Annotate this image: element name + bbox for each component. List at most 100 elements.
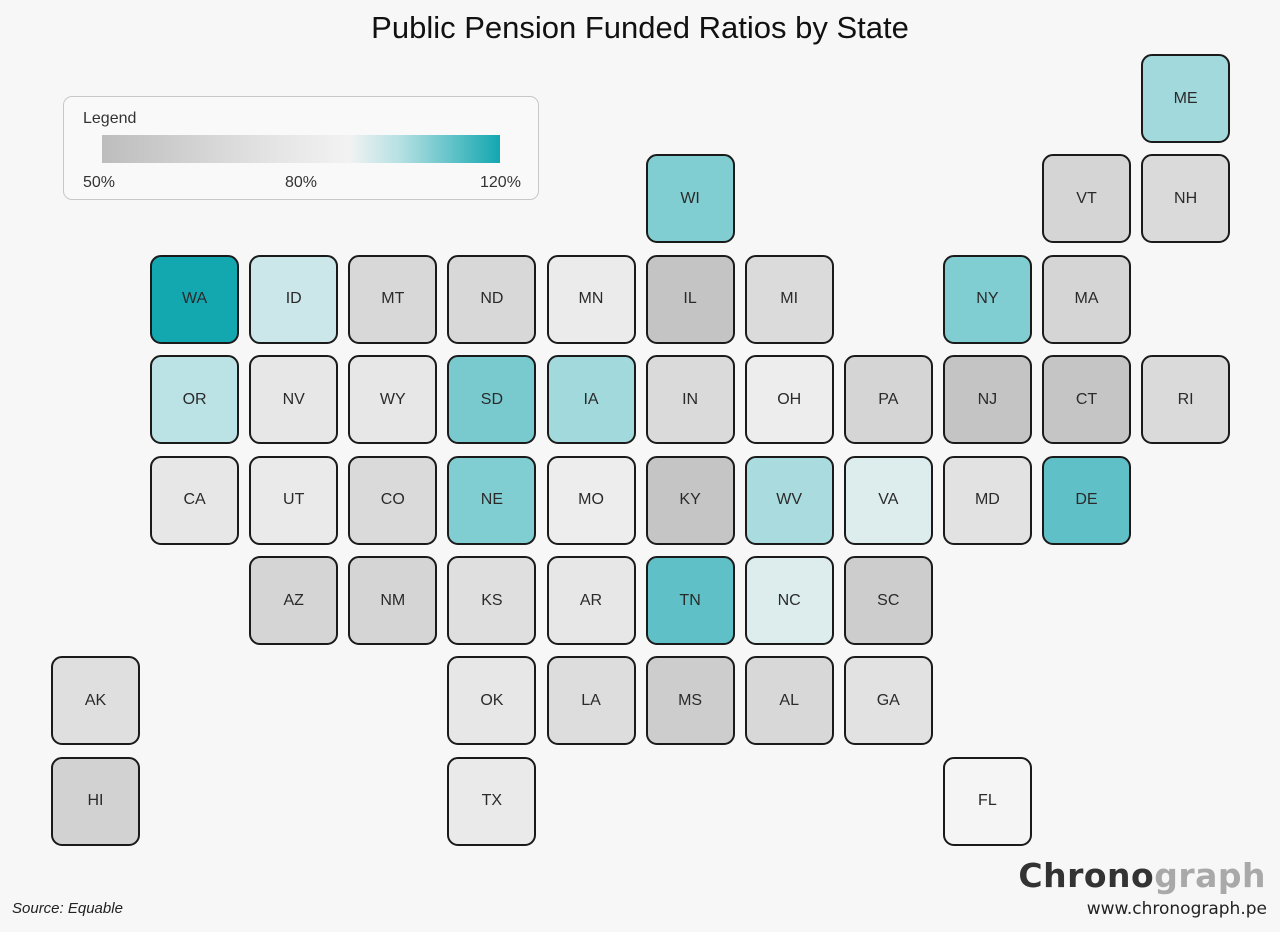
state-tile-vt: VT bbox=[1042, 154, 1131, 244]
state-label: NE bbox=[480, 491, 503, 509]
state-label: LA bbox=[581, 691, 601, 709]
state-label: CO bbox=[380, 491, 405, 509]
state-label: MD bbox=[974, 491, 1000, 509]
state-label: AZ bbox=[283, 591, 304, 609]
state-label: NV bbox=[282, 390, 305, 408]
state-tile-la: LA bbox=[546, 656, 636, 746]
legend-min-label: 50% bbox=[83, 174, 116, 191]
state-tile-ia: IA bbox=[546, 355, 636, 445]
state-tile-nd: ND bbox=[447, 254, 537, 344]
state-tile-sc: SC bbox=[843, 556, 933, 645]
source-note: Source: Equable bbox=[12, 900, 123, 917]
state-tile-ky: KY bbox=[645, 455, 735, 545]
state-tile-wi: WI bbox=[645, 154, 735, 244]
legend-mid-label: 80% bbox=[285, 174, 318, 191]
state-tile-mo: MO bbox=[546, 455, 636, 545]
state-label: NH bbox=[1174, 189, 1198, 207]
state-label: NY bbox=[976, 290, 999, 308]
state-tile-nj: NJ bbox=[942, 355, 1032, 445]
state-tile-id: ID bbox=[249, 254, 339, 344]
state-tile-wv: WV bbox=[744, 455, 834, 545]
state-tile-hi: HI bbox=[51, 756, 140, 846]
state-label: WY bbox=[379, 390, 406, 408]
state-label: ME bbox=[1173, 89, 1198, 107]
state-label: OR bbox=[182, 390, 207, 408]
state-tile-az: AZ bbox=[249, 556, 339, 645]
state-label: CA bbox=[183, 491, 206, 509]
state-label: ID bbox=[285, 290, 302, 308]
state-tile-sd: SD bbox=[447, 355, 537, 445]
state-label: NM bbox=[380, 591, 406, 609]
state-tile-nm: NM bbox=[348, 556, 438, 645]
state-label: ND bbox=[480, 290, 504, 308]
state-tile-nv: NV bbox=[249, 355, 339, 445]
state-tile-or: OR bbox=[150, 355, 240, 445]
state-tile-ar: AR bbox=[546, 556, 636, 645]
state-tile-me: ME bbox=[1141, 54, 1231, 143]
state-label: PA bbox=[878, 390, 899, 408]
state-tile-pa: PA bbox=[843, 355, 933, 445]
state-label: MN bbox=[578, 290, 604, 308]
state-label: WA bbox=[182, 290, 208, 308]
state-tile-wa: WA bbox=[150, 254, 240, 344]
state-label: TN bbox=[679, 591, 701, 609]
state-label: HI bbox=[87, 792, 104, 810]
state-tile-ut: UT bbox=[249, 455, 339, 545]
brand-url: www.chronograph.pe bbox=[1086, 899, 1267, 919]
state-label: IN bbox=[682, 390, 699, 408]
state-label: WV bbox=[776, 491, 803, 509]
state-tile-al: AL bbox=[744, 656, 834, 746]
state-label: FL bbox=[978, 792, 997, 810]
state-tile-ne: NE bbox=[447, 455, 537, 545]
state-tile-wy: WY bbox=[348, 355, 438, 445]
state-label: KY bbox=[679, 491, 701, 509]
state-tile-ct: CT bbox=[1042, 355, 1131, 445]
state-tile-ma: MA bbox=[1042, 254, 1131, 344]
state-label: AL bbox=[779, 691, 799, 709]
state-tile-co: CO bbox=[348, 455, 438, 545]
state-tile-mt: MT bbox=[348, 254, 438, 344]
state-label: MT bbox=[381, 290, 405, 308]
state-label: VT bbox=[1076, 189, 1097, 207]
state-tile-mi: MI bbox=[744, 254, 834, 344]
legend-title: Legend bbox=[83, 110, 137, 127]
chronograph-logo: Chronograph bbox=[1018, 856, 1266, 895]
legend: Legend 50% 80% 120% bbox=[63, 96, 539, 200]
state-label: MO bbox=[578, 491, 604, 509]
state-tile-de: DE bbox=[1042, 455, 1131, 545]
state-tile-tx: TX bbox=[447, 756, 537, 846]
state-tile-va: VA bbox=[843, 455, 933, 545]
state-tile-tn: TN bbox=[645, 556, 735, 645]
state-tile-ca: CA bbox=[150, 455, 240, 545]
state-label: SC bbox=[877, 591, 900, 609]
state-label: DE bbox=[1075, 491, 1098, 509]
state-label: IL bbox=[683, 290, 697, 308]
state-tile-mn: MN bbox=[546, 254, 636, 344]
state-label: WI bbox=[680, 189, 700, 207]
state-tile-nh: NH bbox=[1141, 154, 1231, 244]
state-tile-ok: OK bbox=[447, 656, 537, 746]
state-label: TX bbox=[481, 792, 503, 810]
state-label: VA bbox=[878, 491, 899, 509]
state-label: UT bbox=[283, 491, 305, 509]
state-label: KS bbox=[481, 591, 503, 609]
legend-max-label: 120% bbox=[480, 174, 521, 191]
state-label: CT bbox=[1075, 390, 1098, 408]
state-label: OK bbox=[480, 691, 504, 709]
state-tile-ri: RI bbox=[1141, 355, 1231, 445]
state-tile-md: MD bbox=[942, 455, 1032, 545]
state-label: AK bbox=[84, 691, 107, 709]
state-label: NJ bbox=[977, 390, 998, 408]
state-label: RI bbox=[1177, 390, 1194, 408]
state-tile-nc: NC bbox=[744, 556, 834, 645]
state-label: AR bbox=[579, 591, 603, 609]
state-tile-ks: KS bbox=[447, 556, 537, 645]
state-tile-in: IN bbox=[645, 355, 735, 445]
state-label: MA bbox=[1074, 290, 1099, 308]
legend-color-scale bbox=[102, 135, 500, 163]
state-tile-ga: GA bbox=[843, 656, 933, 746]
state-label: NC bbox=[777, 591, 801, 609]
state-label: MS bbox=[678, 691, 703, 709]
state-label: MI bbox=[780, 290, 799, 308]
state-tile-ny: NY bbox=[942, 254, 1032, 344]
